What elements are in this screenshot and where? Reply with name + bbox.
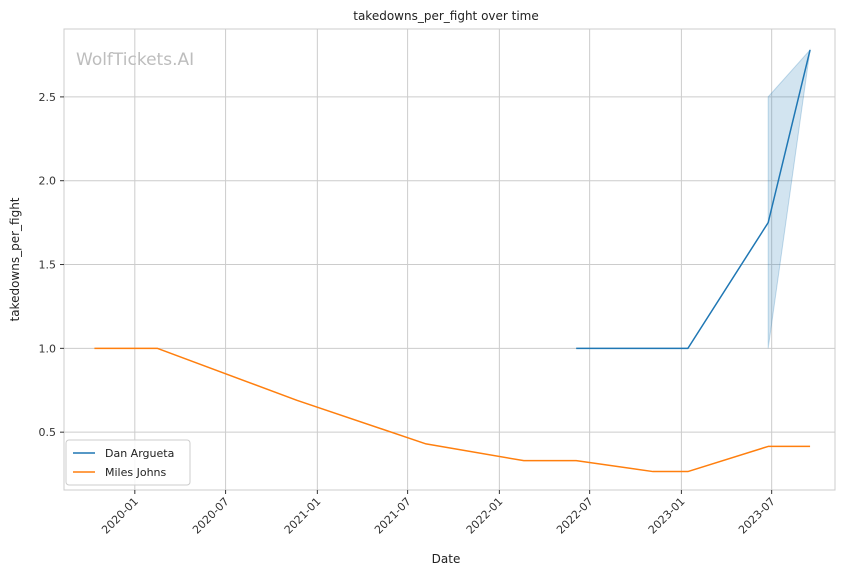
y-tick-label: 2.0 xyxy=(39,175,57,188)
plot-area xyxy=(63,28,836,491)
y-axis: 0.5 1.0 1.5 2.0 2.5 xyxy=(39,91,64,439)
chart-title: takedowns_per_fight over time xyxy=(353,9,539,23)
x-axis: 2020-01 2020-07 2021-01 2021-07 2022-01 2022-… xyxy=(99,490,778,537)
series-line xyxy=(94,347,811,473)
x-tick-label: 2023-01 xyxy=(646,495,688,537)
x-tick-label: 2020-07 xyxy=(190,495,232,537)
y-tick-label: 1.5 xyxy=(39,259,57,272)
series-line xyxy=(576,49,811,350)
x-tick-label: 2022-01 xyxy=(464,495,506,537)
x-axis-label: Date xyxy=(432,552,461,566)
series-lines xyxy=(94,49,811,473)
legend: Dan Argueta Miles Johns xyxy=(65,439,191,486)
legend-label: Dan Argueta xyxy=(105,447,174,460)
y-tick-label: 1.0 xyxy=(39,342,57,355)
watermark: WolfTickets.AI xyxy=(76,50,194,70)
x-tick-label: 2023-07 xyxy=(736,495,778,537)
x-tick-label: 2021-01 xyxy=(282,495,324,537)
y-axis-label: takedowns_per_fight xyxy=(8,197,22,321)
grid xyxy=(64,29,835,490)
x-tick-label: 2020-01 xyxy=(99,495,141,537)
y-tick-label: 0.5 xyxy=(39,426,57,439)
x-tick-label: 2021-07 xyxy=(372,495,414,537)
legend-box xyxy=(65,439,191,486)
x-tick-label: 2022-07 xyxy=(554,495,596,537)
legend-label: Miles Johns xyxy=(105,466,167,479)
y-tick-label: 2.5 xyxy=(39,91,57,104)
